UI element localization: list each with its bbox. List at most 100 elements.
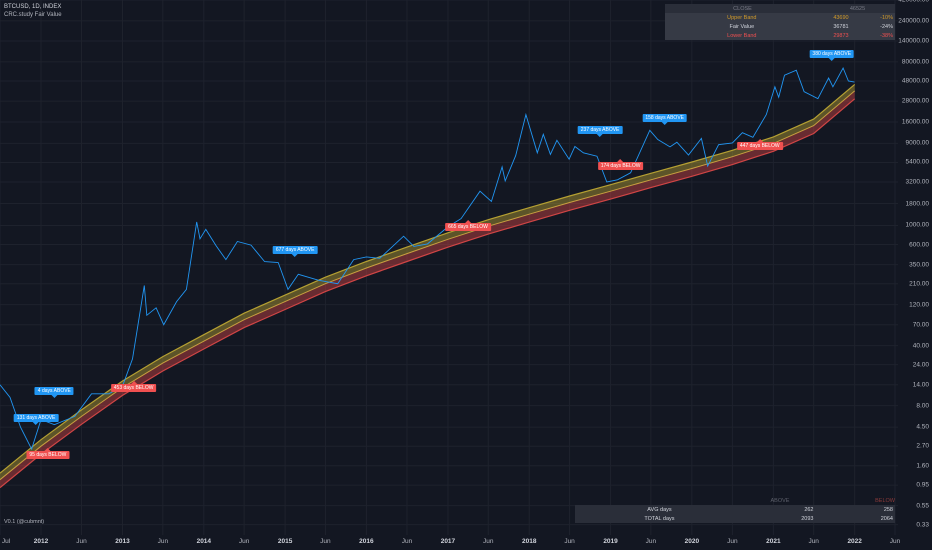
price-line-layer <box>0 66 855 451</box>
x-tick-label: 2016 <box>359 538 374 545</box>
table-header-close-value: 46525 <box>849 5 866 12</box>
table-row: Upper Band 43690 -10% <box>665 13 895 22</box>
x-tick-label: Jun <box>889 538 901 545</box>
y-tick-label: 0.33 <box>916 521 929 529</box>
x-tick-label: Jun <box>238 538 250 545</box>
y-tick-label: 2.70 <box>916 442 929 450</box>
marker-above: 677 days ABOVE <box>272 245 318 257</box>
row-label: Upper Band <box>727 14 757 21</box>
x-tick-label: 2014 <box>196 538 212 545</box>
x-tick-label: 2021 <box>766 538 781 545</box>
y-tick-label: 140000.00 <box>898 37 929 45</box>
table-header-close: CLOSE <box>733 5 752 12</box>
x-tick-label: 2017 <box>440 538 456 545</box>
y-tick-label: 1.60 <box>916 462 929 470</box>
marker-below: 665 days BELOW <box>445 220 491 232</box>
table-row: AVG days 262 258 <box>575 505 895 514</box>
y-tick-label: 70.00 <box>912 321 929 329</box>
marker-below: 453 days BELOW <box>110 380 157 392</box>
x-tick-label: 2013 <box>115 538 130 545</box>
chart-grid <box>0 0 898 535</box>
table-row: Lower Band 29873 -38% <box>665 31 895 40</box>
row-pct: -38% <box>880 32 893 39</box>
bottom-stats-table: ABOVE BELOW AVG days 262 258 TOTAL days 2093… <box>575 496 895 523</box>
y-tick-label: 48000.00 <box>901 77 929 85</box>
y-tick-label: 5400.00 <box>905 158 930 166</box>
marker-below: 447 days BELOW <box>736 138 783 150</box>
upper-band-line <box>0 83 856 474</box>
x-tick-label: Jun <box>320 538 331 545</box>
row-label: TOTAL days <box>644 515 675 522</box>
row-value: 29873 <box>833 32 849 39</box>
y-tick-label: 28000.00 <box>901 97 929 105</box>
y-tick-label: 1800.00 <box>905 200 930 207</box>
y-tick-label: 80000.00 <box>901 58 929 66</box>
marker-above: 131 days ABOVE <box>13 414 59 426</box>
row-below: 258 <box>883 506 893 513</box>
marker-above: 380 days ABOVE <box>809 49 855 61</box>
y-tick-label: 420000.00 <box>898 0 929 4</box>
table-header-above: ABOVE <box>770 497 790 504</box>
table-row: TOTAL days 2093 2064 <box>575 514 895 523</box>
x-tick-label: Jun <box>76 538 87 545</box>
marker-below: 95 days BELOW <box>26 447 70 459</box>
x-tick-label: 2022 <box>847 538 862 545</box>
lower-band-fill <box>0 90 855 488</box>
top-stats-table: CLOSE 46525 Upper Band 43690 -10% Fair Valu… <box>665 4 895 40</box>
marker-above: 237 days ABOVE <box>577 125 623 137</box>
x-tick-label: Jun <box>401 538 413 545</box>
y-tick-label: 3200.00 <box>905 178 930 186</box>
y-axis[interactable]: 420000.00 240000.00 140000.00 80000.00 48000… <box>898 0 932 535</box>
x-tick-label: Jun <box>645 538 657 545</box>
version-label: V0.1 (@cubmnt) <box>4 519 45 525</box>
y-tick-label: 14.00 <box>912 381 929 389</box>
price-line <box>0 66 855 451</box>
x-tick-label: Jun <box>564 538 575 545</box>
row-below: 2064 <box>880 515 893 522</box>
y-tick-label: 9000.00 <box>905 139 930 147</box>
y-tick-label: 0.55 <box>916 502 929 510</box>
row-above: 262 <box>804 506 814 513</box>
y-tick-label: 120.00 <box>909 301 929 309</box>
y-tick-label: 0.95 <box>916 481 929 489</box>
marker-above: 4 days ABOVE <box>34 387 74 399</box>
symbol-line: BTCUSD, 1D, INDEX <box>4 4 62 10</box>
fair-value-bands <box>0 83 856 489</box>
y-tick-label: 40.00 <box>912 342 929 350</box>
x-tick-label: 2019 <box>603 538 618 545</box>
lower-band-line <box>0 98 856 489</box>
table-row: Fair Value 36781 -24% <box>665 22 895 31</box>
row-label: Fair Value <box>729 23 755 30</box>
x-tick-label: Jun <box>157 538 169 545</box>
x-tick-label: 2012 <box>33 538 49 545</box>
marker-below: 174 days BELOW <box>597 158 644 170</box>
table-header-below: BELOW <box>875 497 895 504</box>
marker-above: 158 days ABOVE <box>642 113 687 125</box>
x-tick-label: Jun <box>808 538 819 545</box>
fair-value-line <box>0 90 856 481</box>
y-tick-label: 600.00 <box>909 241 929 248</box>
x-tick-label: 2020 <box>684 538 700 545</box>
row-value: 43690 <box>833 14 849 21</box>
y-tick-label: 1000.00 <box>905 221 930 229</box>
y-tick-label: 350.00 <box>909 261 929 269</box>
y-tick-label: 210.00 <box>909 280 929 288</box>
y-tick-label: 240000.00 <box>898 17 929 25</box>
y-tick-label: 24.00 <box>912 361 929 369</box>
indicator-line: CRC.study Fair Value <box>4 12 62 18</box>
row-value: 36781 <box>833 23 849 30</box>
row-pct: -24% <box>880 23 893 30</box>
row-above: 2093 <box>801 515 814 522</box>
row-label: AVG days <box>647 506 672 513</box>
x-tick-label: Jul <box>1 538 11 545</box>
y-tick-label: 16000.00 <box>901 118 929 126</box>
y-tick-label: 8.00 <box>916 402 929 410</box>
row-label: Lower Band <box>727 32 757 39</box>
x-tick-label: Jun <box>483 538 494 545</box>
row-pct: -10% <box>880 14 893 21</box>
y-tick-label: 4.50 <box>916 423 929 431</box>
x-tick-label: 2018 <box>522 538 537 545</box>
x-tick-label: Jun <box>727 538 738 545</box>
x-tick-label: 2015 <box>277 538 293 545</box>
